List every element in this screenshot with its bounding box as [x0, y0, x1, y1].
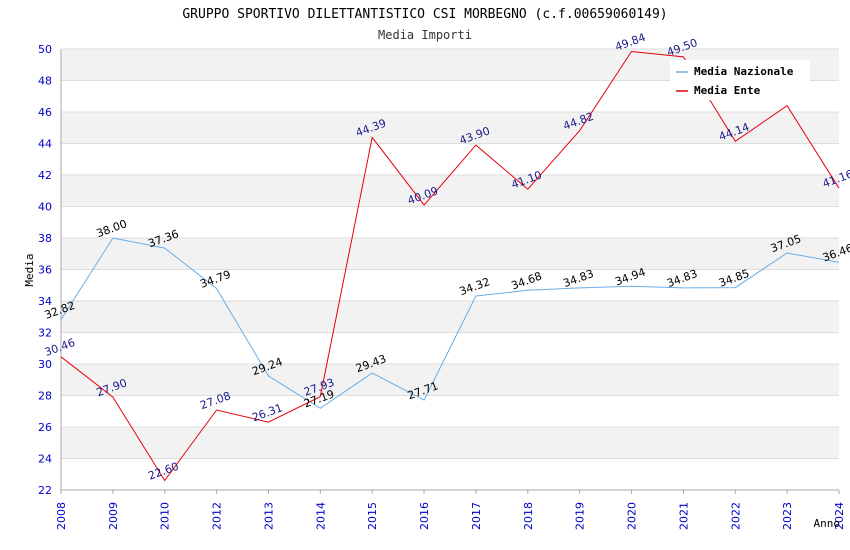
- grid-band: [61, 427, 839, 459]
- chart-subtitle: Media Importi: [378, 28, 472, 42]
- y-tick-label: 30: [38, 358, 52, 371]
- grid-band: [61, 364, 839, 396]
- x-tick-label: 2013: [262, 502, 275, 530]
- y-axis-title: Media: [23, 253, 36, 286]
- x-tick-label: 2015: [366, 502, 379, 530]
- y-tick-label: 48: [38, 75, 52, 88]
- y-tick-label: 36: [38, 264, 52, 277]
- y-tick-label: 26: [38, 421, 52, 434]
- data-label: 34.68: [510, 270, 544, 293]
- legend-label-media-ente: Media Ente: [694, 84, 761, 97]
- y-tick-label: 24: [38, 453, 52, 466]
- x-tick-label: 2018: [522, 502, 535, 530]
- series-line-media-nazionale: [60, 237, 840, 409]
- legend-label-media-nazionale: Media Nazionale: [694, 65, 794, 78]
- y-tick-label: 32: [38, 327, 52, 340]
- x-tick-label: 2019: [574, 502, 587, 530]
- y-axis-ticks: 22 24 26 28 30 32 34 36 38 40 42 44 46 48 50: [38, 43, 52, 497]
- y-tick-label: 38: [38, 232, 52, 245]
- x-tick-label: 2016: [418, 502, 431, 530]
- axes: [60, 49, 839, 491]
- chart-title: GRUPPO SPORTIVO DILETTANTISTICO CSI MORB…: [182, 7, 667, 22]
- x-axis-ticks: 2008 2009 2010 2012 2013 2014 2015 2016 2017 2018…: [55, 490, 846, 530]
- x-tick-label: 2014: [314, 502, 327, 530]
- legend: Media Nazionale Media Ente: [670, 60, 810, 100]
- x-tick-label: 2022: [729, 502, 742, 530]
- y-tick-label: 50: [38, 43, 52, 56]
- x-tick-label: 2020: [626, 502, 639, 530]
- y-tick-label: 46: [38, 106, 52, 119]
- y-tick-label: 22: [38, 484, 52, 497]
- y-tick-label: 44: [38, 138, 52, 151]
- x-tick-label: 2009: [107, 502, 120, 530]
- data-label: 38.00: [95, 217, 129, 240]
- grid-band: [61, 175, 839, 207]
- data-label: 34.83: [665, 267, 699, 290]
- x-tick-label: 2010: [159, 502, 172, 530]
- x-axis-title: Anno: [814, 517, 841, 530]
- x-tick-label: 2024: [833, 502, 846, 530]
- x-tick-label: 2012: [211, 502, 224, 530]
- grid-bands: [61, 49, 839, 459]
- legend-box: [670, 60, 810, 100]
- y-tick-label: 42: [38, 169, 52, 182]
- data-label: 34.83: [561, 267, 595, 290]
- x-tick-label: 2023: [781, 502, 794, 530]
- data-label: 34.85: [717, 267, 751, 290]
- grid-band: [61, 238, 839, 270]
- y-tick-label: 34: [38, 295, 52, 308]
- y-tick-label: 40: [38, 201, 52, 214]
- y-tick-label: 28: [38, 390, 52, 403]
- x-tick-label: 2021: [677, 502, 690, 530]
- data-label: 26.31: [250, 401, 284, 424]
- grid-band: [61, 112, 839, 144]
- x-tick-label: 2017: [470, 502, 483, 530]
- x-tick-label: 2008: [55, 502, 68, 530]
- grid-band: [61, 301, 839, 333]
